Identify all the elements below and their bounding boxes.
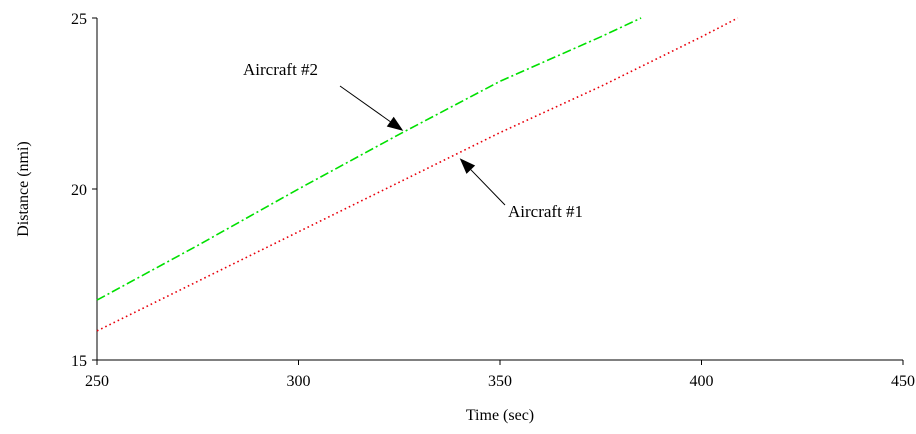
arrow-head-icon [459,158,476,174]
series-line-aircraft-2 [96,17,642,301]
annotation-label: Aircraft #2 [243,60,318,79]
x-tick-label: 450 [891,373,915,390]
y-tick-label: 25 [71,11,87,28]
annotation-label: Aircraft #1 [508,202,583,221]
series-layer [96,17,739,332]
y-tick-label: 15 [71,353,87,370]
arrow-head-icon [386,116,404,131]
x-axis-label: Time (sec) [466,407,534,424]
annotation-arrow [339,85,391,123]
axes: 250 300 350 400 450 15 20 25 [71,11,915,390]
x-tick-label: 250 [85,373,109,390]
x-tick-label: 350 [488,373,512,390]
series-line-aircraft-1 [96,17,739,332]
y-tick-label: 20 [71,182,87,199]
x-tick-label: 400 [690,373,714,390]
annotation-arrow [470,169,506,206]
annotation-layer: Aircraft #2 Aircraft #1 [243,60,583,221]
x-tick-label: 300 [287,373,311,390]
y-axis-label: Distance (nmi) [15,141,32,237]
x-ticks: 250 300 350 400 450 [85,360,915,390]
y-ticks: 15 20 25 [71,11,97,370]
